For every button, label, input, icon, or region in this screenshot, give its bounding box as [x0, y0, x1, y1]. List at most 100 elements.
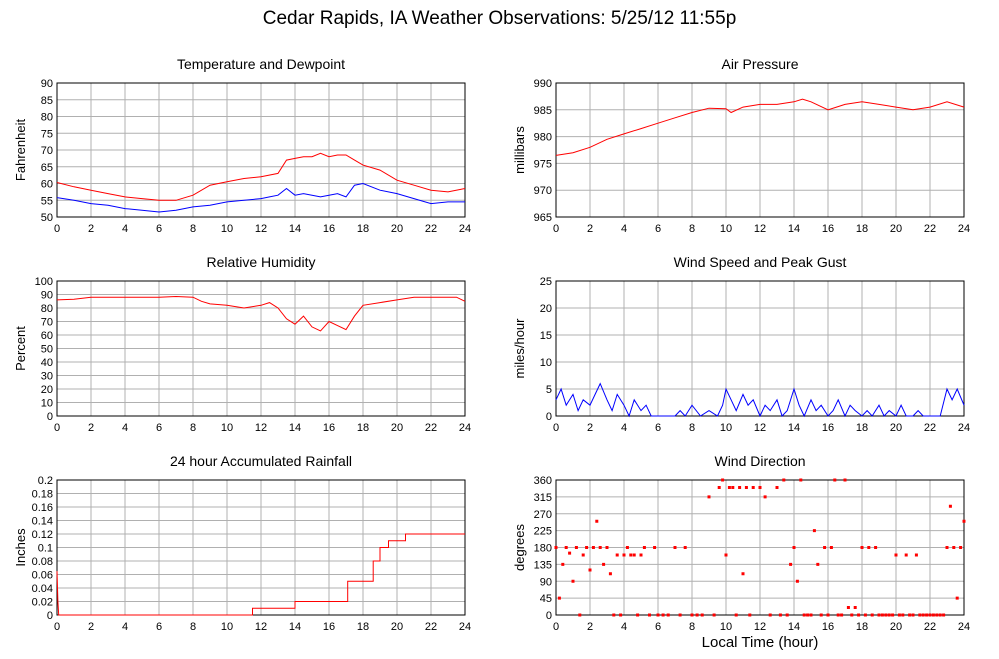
plot-frame: [56, 82, 466, 218]
x-tick-label: 4: [122, 422, 128, 434]
y-tick-label: 0.02: [32, 597, 53, 609]
x-tick-label: 20: [391, 223, 403, 235]
y-tick-label: 985: [534, 105, 552, 117]
data-point: [588, 568, 592, 572]
y-tick-label: 70: [41, 317, 53, 329]
data-point: [823, 546, 827, 549]
y-tick-label: 80: [41, 112, 53, 124]
shared-x-axis-label: Local Time (hour): [701, 634, 819, 651]
data-point: [846, 606, 850, 609]
y-tick-label: 5: [546, 384, 552, 396]
data-point: [778, 613, 782, 617]
data-point: [595, 519, 599, 523]
data-point: [955, 596, 959, 600]
data-point: [707, 495, 711, 499]
x-tick-label: 20: [391, 422, 403, 434]
series-line: [56, 182, 465, 213]
x-tick-label: 0: [553, 422, 559, 434]
x-tick-label: 12: [754, 223, 766, 235]
x-tick-label: 4: [122, 223, 128, 235]
data-point: [819, 613, 823, 617]
x-tick-label: 10: [720, 422, 732, 434]
data-point: [792, 546, 796, 549]
data-point: [928, 613, 932, 617]
x-tick-label: 0: [54, 422, 60, 434]
x-tick-label: 2: [587, 422, 593, 434]
x-tick-label: 14: [289, 621, 301, 633]
x-tick-label: 20: [890, 223, 902, 235]
data-point: [758, 486, 762, 489]
data-point: [894, 553, 898, 557]
x-tick-label: 24: [459, 223, 471, 235]
data-point: [816, 562, 820, 566]
y-tick-label: 0.04: [32, 583, 53, 595]
series-line: [555, 382, 965, 418]
data-point: [690, 613, 694, 617]
data-point: [870, 613, 874, 617]
data-point: [826, 613, 830, 617]
y-tick-label: 0: [546, 411, 552, 423]
data-point: [768, 613, 772, 617]
data-point: [615, 553, 619, 557]
y-tick-label: 50: [41, 212, 53, 224]
data-point: [561, 562, 565, 566]
y-tick-label: 975: [534, 158, 552, 170]
y-axis-label: Fahrenheit: [13, 119, 28, 182]
x-tick-label: 2: [88, 223, 94, 235]
y-tick-label: 360: [534, 475, 552, 487]
x-tick-label: 8: [689, 422, 695, 434]
data-point: [891, 613, 895, 617]
data-point: [578, 613, 582, 617]
y-tick-label: 0.2: [38, 475, 53, 487]
x-tick-label: 0: [54, 223, 60, 235]
data-point: [799, 478, 803, 482]
data-point: [636, 613, 640, 617]
x-tick-label: 16: [822, 621, 834, 633]
data-point: [734, 613, 738, 617]
data-point: [853, 606, 857, 609]
plot-frame: [555, 82, 965, 218]
y-tick-label: 85: [41, 95, 53, 107]
x-tick-label: 22: [924, 621, 936, 633]
data-point: [789, 562, 793, 566]
data-point: [806, 613, 810, 617]
data-point: [642, 546, 646, 549]
y-tick-label: 25: [540, 276, 552, 288]
data-point: [942, 613, 946, 617]
x-tick-label: 22: [425, 422, 437, 434]
data-point: [884, 613, 888, 617]
y-tick-label: 270: [534, 509, 552, 521]
data-point: [731, 486, 735, 489]
data-point: [850, 613, 854, 617]
data-point: [763, 495, 767, 499]
x-tick-label: 6: [156, 621, 162, 633]
y-axis-label: Inches: [13, 528, 28, 567]
chart-title: Temperature and Dewpoint: [177, 56, 345, 72]
data-point: [857, 613, 861, 617]
x-tick-label: 12: [255, 422, 267, 434]
y-tick-label: 80: [41, 303, 53, 315]
data-point: [721, 478, 725, 482]
x-tick-label: 12: [255, 223, 267, 235]
data-point: [564, 546, 568, 549]
y-tick-label: 970: [534, 185, 552, 197]
data-point: [911, 613, 915, 617]
y-tick-label: 0: [546, 610, 552, 622]
x-tick-label: 4: [621, 223, 627, 235]
y-tick-label: 10: [540, 357, 552, 369]
x-tick-label: 2: [587, 223, 593, 235]
x-tick-label: 2: [587, 621, 593, 633]
data-point: [802, 613, 806, 617]
x-tick-label: 18: [856, 621, 868, 633]
x-tick-label: 24: [958, 422, 970, 434]
data-point: [921, 613, 925, 617]
x-tick-label: 6: [655, 621, 661, 633]
data-point: [585, 546, 589, 549]
chart-title: 24 hour Accumulated Rainfall: [170, 453, 352, 469]
data-point: [833, 478, 837, 482]
y-tick-label: 55: [41, 195, 53, 207]
x-tick-label: 14: [788, 422, 800, 434]
